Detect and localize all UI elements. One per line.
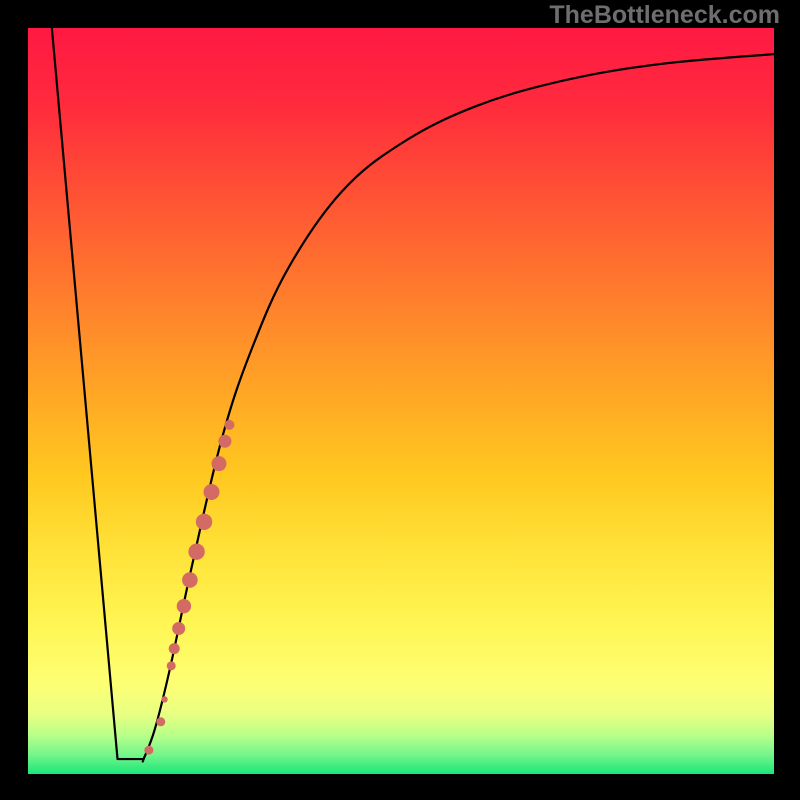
data-marker bbox=[156, 717, 165, 726]
frame-right bbox=[774, 0, 800, 800]
data-marker bbox=[196, 514, 212, 530]
data-marker bbox=[182, 572, 198, 588]
chart-container: TheBottleneck.com bbox=[0, 0, 800, 800]
data-marker bbox=[177, 599, 191, 613]
data-marker bbox=[224, 420, 234, 430]
data-marker bbox=[204, 484, 220, 500]
data-marker bbox=[169, 643, 180, 654]
frame-bottom bbox=[0, 774, 800, 800]
data-marker bbox=[211, 456, 226, 471]
chart-overlay bbox=[28, 28, 774, 774]
data-marker bbox=[144, 746, 153, 755]
data-marker bbox=[172, 622, 185, 635]
frame-left bbox=[0, 0, 28, 800]
plot-area bbox=[28, 28, 774, 774]
watermark-text: TheBottleneck.com bbox=[549, 1, 780, 30]
data-marker bbox=[161, 696, 167, 702]
data-marker bbox=[188, 543, 204, 559]
data-marker bbox=[218, 435, 231, 448]
bottleneck-curve bbox=[52, 28, 774, 761]
data-marker bbox=[167, 661, 176, 670]
data-markers bbox=[144, 420, 234, 755]
